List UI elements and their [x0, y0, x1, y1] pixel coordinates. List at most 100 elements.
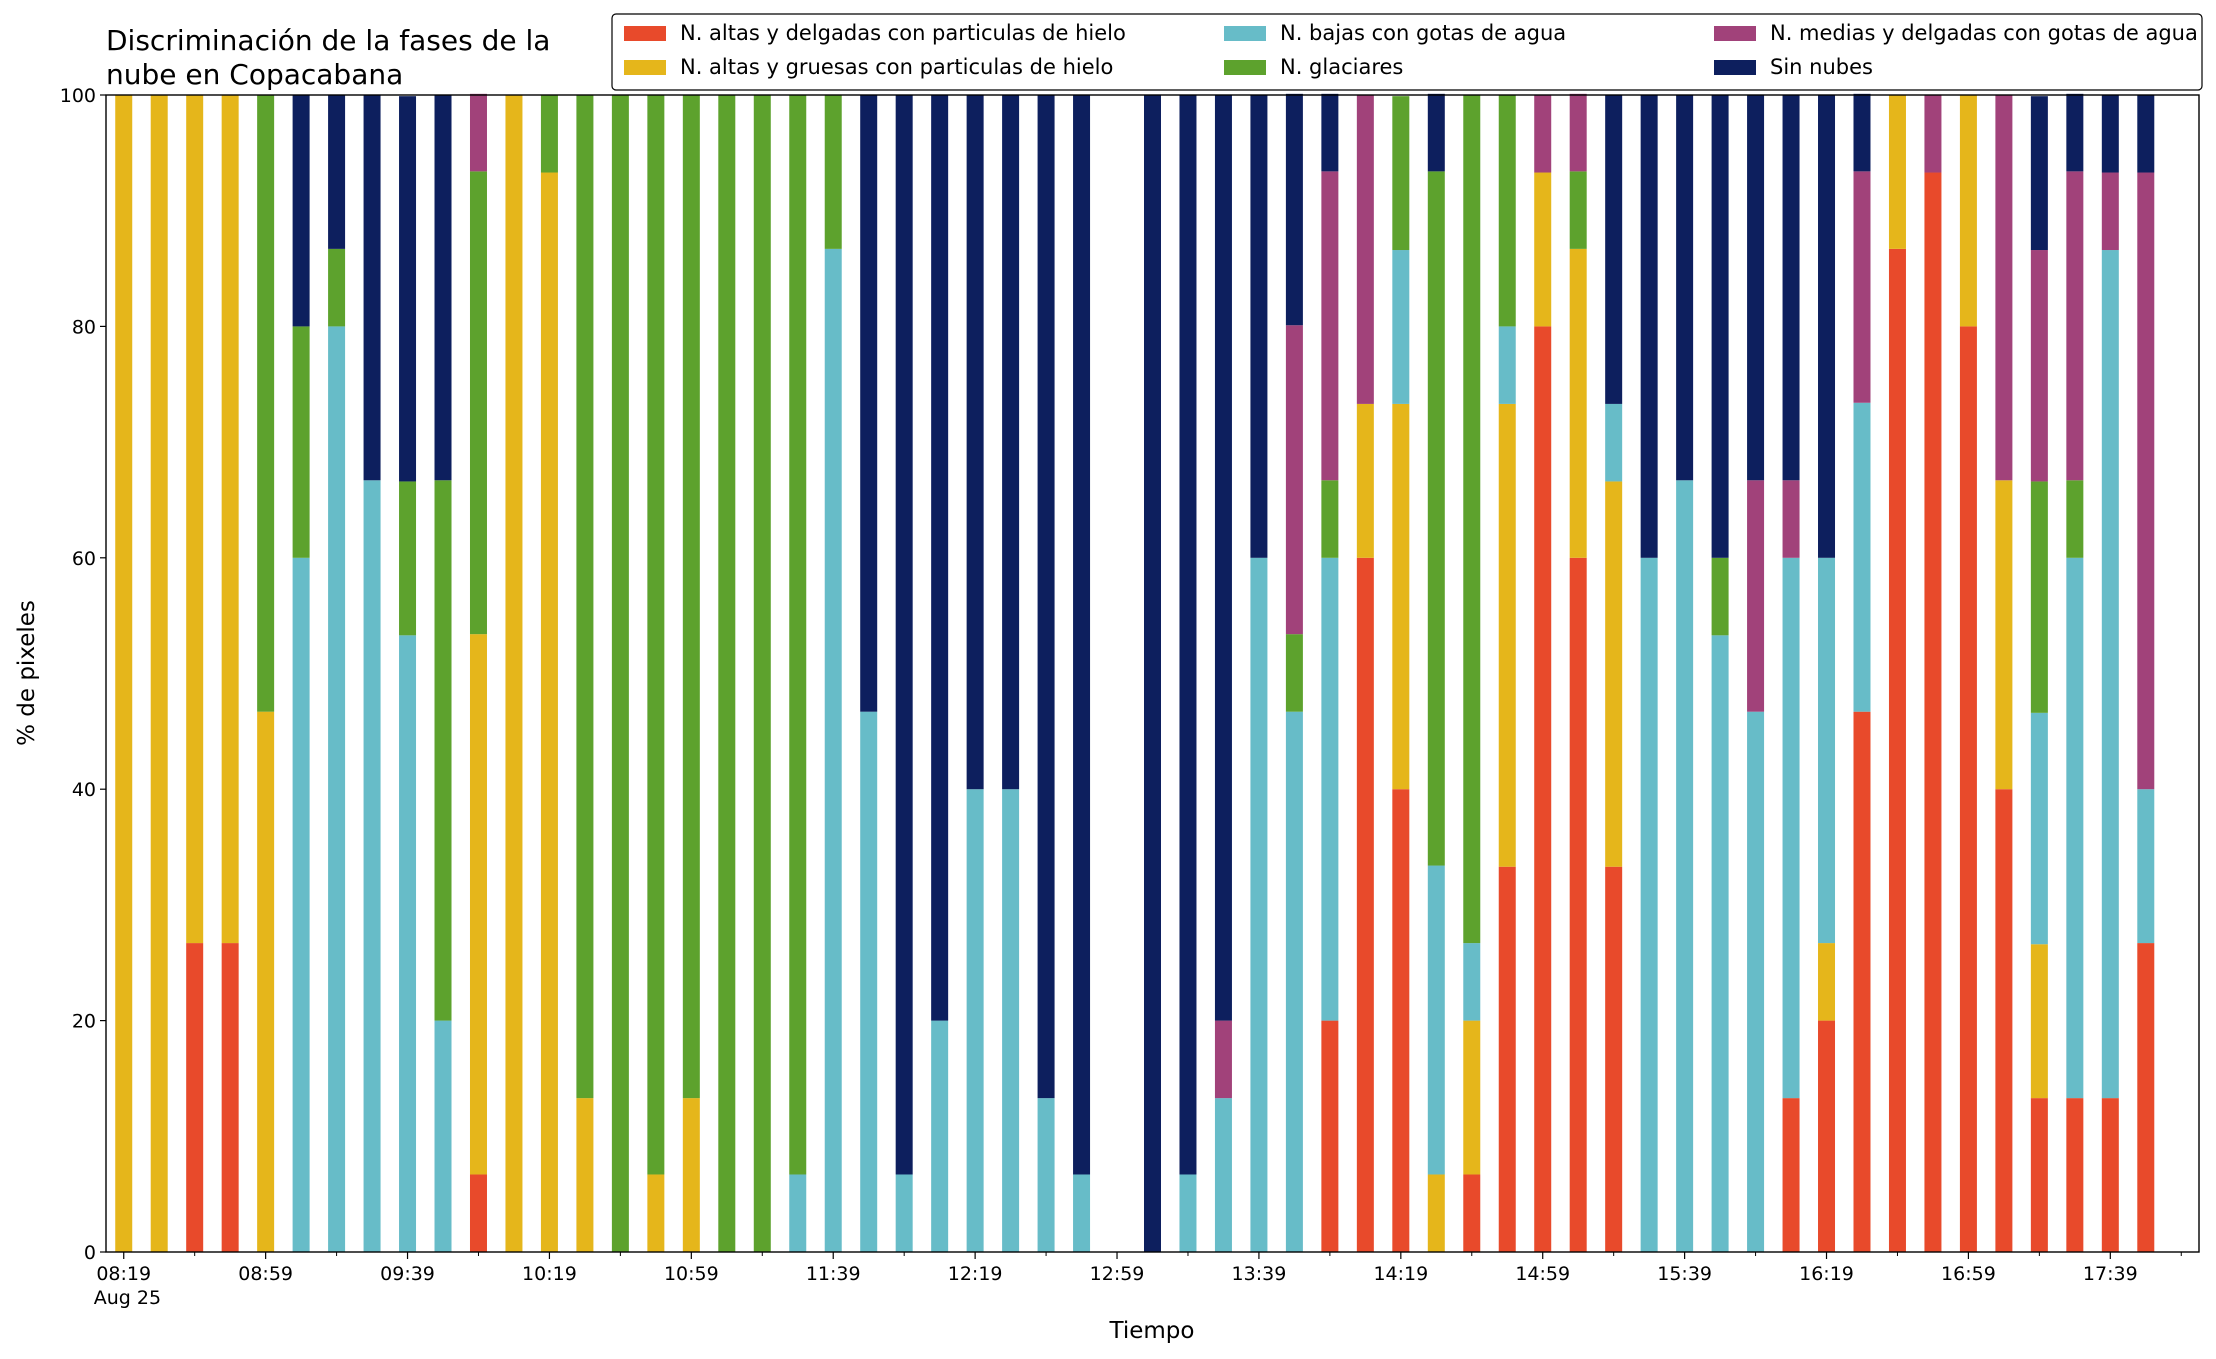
x-tick-label: 10:19	[522, 1263, 577, 1285]
bar-segment	[292, 95, 310, 327]
x-tick-label: 11:39	[806, 1263, 861, 1285]
bar-segment	[1321, 1020, 1339, 1252]
y-tick-label: 0	[84, 1242, 96, 1264]
bar-segment	[1888, 248, 1906, 1253]
bar-segment	[2030, 712, 2048, 945]
bar-segment	[2137, 95, 2155, 173]
bar-segment	[1711, 95, 1729, 558]
bar-segment	[469, 93, 487, 172]
bar-segment	[1640, 557, 1658, 1252]
bar-segment	[2066, 1098, 2084, 1252]
x-tick-label: 14:59	[1515, 1263, 1570, 1285]
bar-segment	[2137, 943, 2155, 1252]
bar-segment	[1427, 1174, 1445, 1252]
x-tick-label: 16:59	[1941, 1263, 1996, 1285]
bar-segment	[2030, 1098, 2048, 1252]
bar-segment	[895, 1174, 913, 1252]
bar-segment	[1002, 95, 1020, 790]
bar-segment	[328, 95, 346, 249]
bar-segment	[1924, 172, 1942, 1252]
bar-segment	[292, 557, 310, 1252]
bar-segment	[647, 1174, 665, 1252]
bar-segment	[611, 95, 629, 1252]
bar-segment	[1676, 480, 1694, 1252]
bar-segment	[2101, 172, 2119, 251]
bar-segment	[1853, 402, 1871, 712]
bar-segment	[1534, 326, 1552, 1252]
y-tick-label: 80	[72, 316, 96, 338]
x-axis-label: Tiempo	[1109, 1318, 1195, 1344]
x-tick-label: 14:19	[1373, 1263, 1428, 1285]
legend-swatch	[1224, 26, 1266, 41]
legend-swatch	[1224, 60, 1266, 75]
bar-segment	[2101, 250, 2119, 1099]
bar-segment	[1356, 557, 1374, 1252]
legend: N. altas y delgadas con particulas de hi…	[611, 13, 2203, 91]
bar-segment	[1569, 248, 1587, 558]
legend-label: N. medias y delgadas con gotas de agua	[1770, 21, 2198, 45]
bar-segment	[1747, 95, 1765, 481]
bar-segment	[150, 95, 168, 1252]
y-tick-label: 20	[72, 1011, 96, 1033]
bar-segment	[1995, 95, 2013, 481]
chart-title: nube en Copacabana	[106, 58, 403, 91]
bar-segment	[292, 326, 310, 558]
bar-segment	[1321, 93, 1339, 172]
bar-segment	[1250, 95, 1268, 558]
bar-segment	[1427, 865, 1445, 1175]
bar-segment	[1356, 95, 1374, 404]
y-tick-label: 40	[72, 779, 96, 801]
bar-segment	[1356, 403, 1374, 558]
bar-segment	[1321, 171, 1339, 481]
bar-segment	[1888, 95, 1906, 249]
bar-segment	[1285, 711, 1303, 1252]
bar-segment	[1782, 480, 1800, 558]
bar-segment	[1250, 557, 1268, 1252]
bar-segment	[1569, 557, 1587, 1252]
bar-segment	[1676, 95, 1694, 481]
bar-segment	[682, 95, 700, 1099]
bar-segment	[2066, 480, 2084, 558]
bar-segment	[931, 95, 949, 1021]
bar-segment	[1285, 634, 1303, 712]
bar-segment	[824, 95, 842, 249]
bar-segment	[1853, 93, 1871, 172]
legend-label: N. glaciares	[1280, 55, 1403, 79]
bar-segment	[1711, 635, 1729, 1252]
bar-segment	[1463, 1174, 1481, 1252]
x-tick-label: 15:39	[1657, 1263, 1712, 1285]
bar-segment	[1818, 943, 1836, 1021]
bar-segment	[1782, 95, 1800, 481]
bar-segment	[1782, 557, 1800, 1099]
x-date-label: Aug 25	[94, 1287, 161, 1309]
bar-segment	[1427, 171, 1445, 866]
bar-segment	[1818, 95, 1836, 558]
bar-segment	[1321, 557, 1339, 1021]
bar-segment	[895, 95, 913, 1175]
x-tick-label: 08:59	[238, 1263, 293, 1285]
bar-segment	[789, 95, 807, 1175]
legend-swatch	[1714, 60, 1756, 75]
legend-label: Sin nubes	[1770, 55, 1873, 79]
bar-segment	[469, 634, 487, 1175]
y-axis-label: % de pixeles	[14, 600, 40, 746]
bar-segment	[1605, 481, 1623, 867]
legend-label: N. altas y gruesas con particulas de hie…	[680, 55, 1113, 79]
bar-segment	[221, 943, 239, 1252]
bar-segment	[257, 95, 275, 712]
bar-segment	[434, 480, 452, 1021]
bar-segment	[2066, 93, 2084, 172]
bar-segment	[434, 1020, 452, 1252]
bar-segment	[1073, 1174, 1091, 1252]
bar-segment	[505, 95, 523, 1252]
bar-segment	[2137, 172, 2155, 790]
bar-segment	[328, 326, 346, 1252]
bar-segment	[647, 95, 665, 1175]
bar-segment	[1463, 95, 1481, 944]
bar-segment	[2030, 944, 2048, 1099]
legend-label: N. altas y delgadas con particulas de hi…	[680, 21, 1126, 45]
bar-segment	[1818, 557, 1836, 944]
x-tick-label: 09:39	[380, 1263, 435, 1285]
bar-segment	[682, 1098, 700, 1252]
